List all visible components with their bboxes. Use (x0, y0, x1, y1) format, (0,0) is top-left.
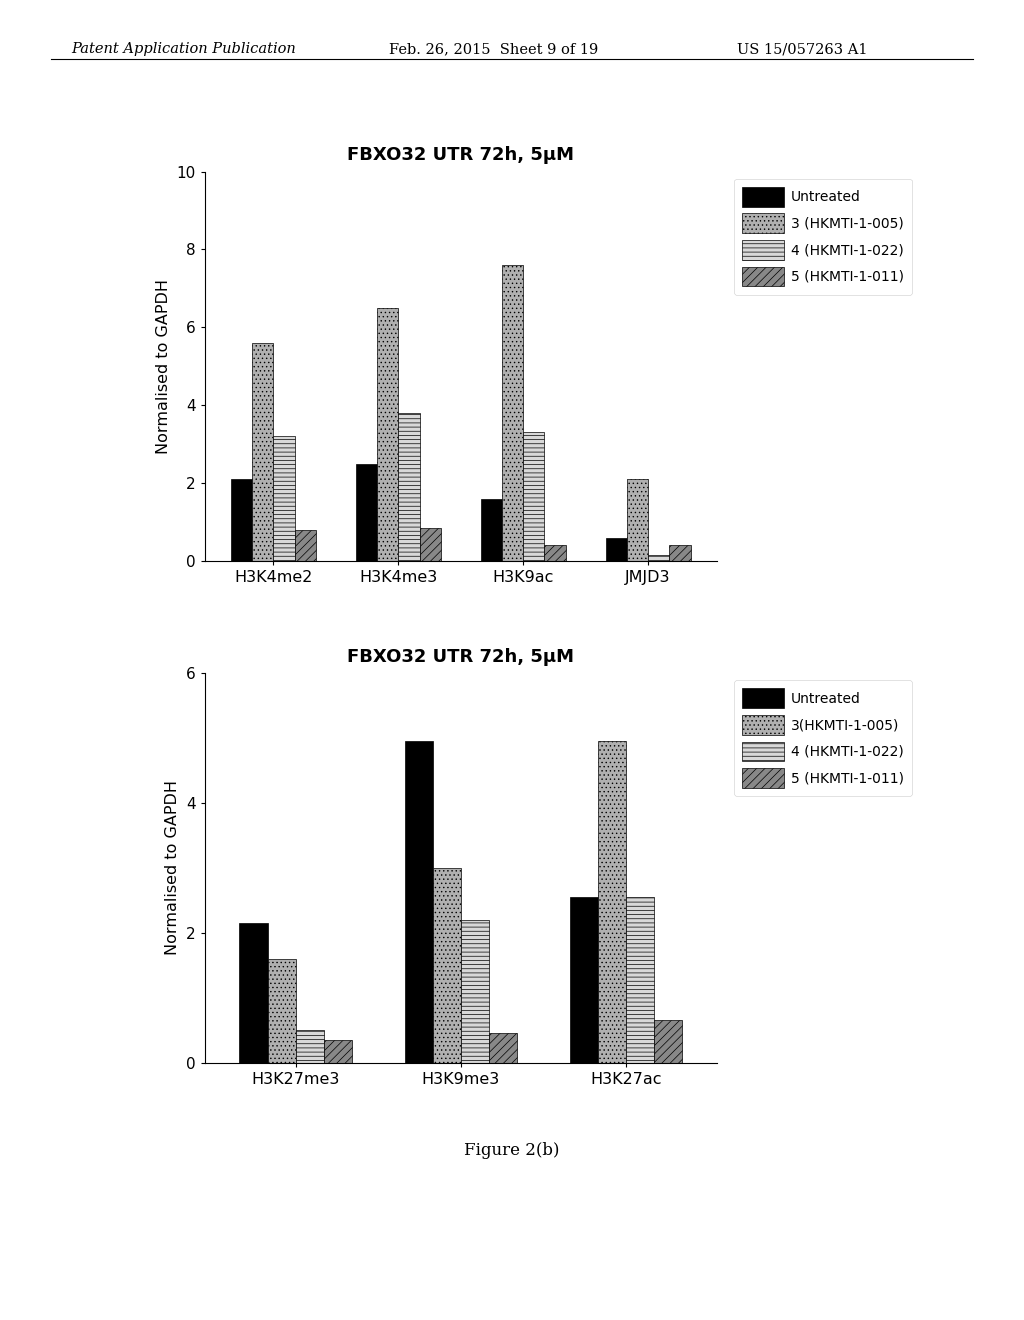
Bar (488, 1034, 517, 1063)
Bar (296, 1030, 324, 1063)
Title: FBXO32 UTR 72h, 5μM: FBXO32 UTR 72h, 5μM (347, 147, 574, 165)
Bar (626, 898, 654, 1063)
Bar (420, 528, 440, 561)
Text: US 15/057263 A1: US 15/057263 A1 (737, 42, 867, 57)
Title: FBXO32 UTR 72h, 5μM: FBXO32 UTR 72h, 5μM (347, 648, 574, 667)
Bar (502, 265, 523, 561)
Bar (545, 545, 565, 561)
Bar (569, 898, 598, 1063)
Text: Feb. 26, 2015  Sheet 9 of 19: Feb. 26, 2015 Sheet 9 of 19 (389, 42, 598, 57)
Bar (523, 433, 545, 561)
Bar (240, 923, 267, 1063)
Bar (398, 413, 420, 561)
Bar (654, 1020, 682, 1063)
Y-axis label: Normalised to GAPDH: Normalised to GAPDH (166, 780, 180, 956)
Bar (231, 479, 252, 561)
Bar (404, 742, 433, 1063)
Text: Figure 2(b): Figure 2(b) (464, 1142, 560, 1159)
Bar (295, 529, 316, 561)
Bar (461, 920, 488, 1063)
Bar (433, 869, 461, 1063)
Bar (598, 742, 626, 1063)
Bar (252, 343, 273, 561)
Bar (481, 499, 502, 561)
Bar (356, 463, 377, 561)
Y-axis label: Normalised to GAPDH: Normalised to GAPDH (156, 279, 171, 454)
Bar (670, 545, 690, 561)
Text: Patent Application Publication: Patent Application Publication (72, 42, 296, 57)
Bar (267, 958, 296, 1063)
Bar (627, 479, 648, 561)
Bar (273, 437, 295, 561)
Legend: Untreated, 3(HKMTI-1-005), 4 (HKMTI-1-022), 5 (HKMTI-1-011): Untreated, 3(HKMTI-1-005), 4 (HKMTI-1-02… (734, 680, 912, 796)
Bar (648, 556, 670, 561)
Bar (605, 537, 627, 561)
Bar (377, 308, 398, 561)
Bar (324, 1040, 352, 1063)
Legend: Untreated, 3 (HKMTI-1-005), 4 (HKMTI-1-022), 5 (HKMTI-1-011): Untreated, 3 (HKMTI-1-005), 4 (HKMTI-1-0… (734, 178, 912, 294)
